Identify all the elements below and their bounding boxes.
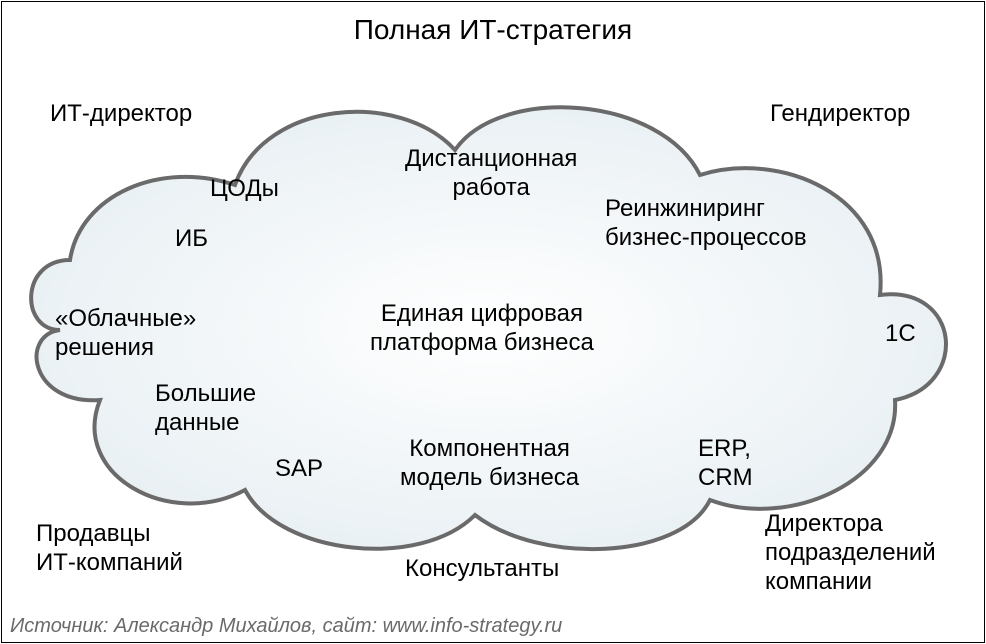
- source-caption: Источник: Александр Михайлов, сайт: www.…: [10, 615, 562, 638]
- label-data-centers: ЦОДы: [210, 175, 279, 204]
- label-infosec: ИБ: [175, 225, 208, 254]
- label-consultants: Консультанты: [405, 555, 559, 584]
- label-one-c: 1С: [885, 320, 916, 349]
- label-gen-director: Гендиректор: [770, 100, 910, 129]
- label-cloud-solutions: «Облачные» решения: [55, 305, 196, 363]
- label-reengineering: Реинжиниринг бизнес-процессов: [605, 195, 807, 253]
- diagram-title: Полная ИТ-стратегия: [0, 14, 986, 46]
- label-big-data: Большие данные: [155, 380, 256, 438]
- label-unified-platform: Единая цифровая платформа бизнеса: [370, 300, 594, 358]
- label-erp-crm: ERP, CRM: [698, 435, 753, 493]
- label-remote-work: Дистанционная работа: [405, 145, 577, 203]
- label-sap: SAP: [275, 455, 323, 484]
- label-dept-directors: Директора подразделений компании: [765, 510, 936, 596]
- label-it-director: ИТ-директор: [50, 100, 192, 129]
- label-component-model: Компонентная модель бизнеса: [400, 435, 579, 493]
- label-vendors: Продавцы ИТ-компаний: [36, 520, 183, 578]
